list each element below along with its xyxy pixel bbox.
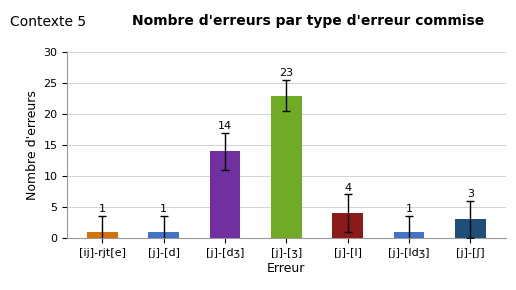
Bar bbox=[332, 213, 363, 238]
Text: 3: 3 bbox=[467, 189, 474, 199]
Text: 14: 14 bbox=[218, 121, 232, 131]
Text: 1: 1 bbox=[406, 204, 413, 214]
Bar bbox=[87, 232, 118, 238]
Bar bbox=[271, 95, 302, 238]
Bar bbox=[455, 219, 486, 238]
Bar bbox=[149, 232, 179, 238]
Text: Nombre d'erreurs par type d'erreur commise: Nombre d'erreurs par type d'erreur commi… bbox=[132, 14, 485, 28]
X-axis label: Erreur: Erreur bbox=[267, 262, 305, 275]
Bar bbox=[394, 232, 424, 238]
Y-axis label: Nombre d'erreurs: Nombre d'erreurs bbox=[26, 90, 39, 200]
Text: 1: 1 bbox=[160, 204, 167, 214]
Text: 1: 1 bbox=[99, 204, 106, 214]
Bar bbox=[209, 151, 240, 238]
Text: Contexte 5: Contexte 5 bbox=[10, 14, 87, 28]
Text: 4: 4 bbox=[344, 183, 351, 193]
Text: 23: 23 bbox=[279, 68, 294, 78]
